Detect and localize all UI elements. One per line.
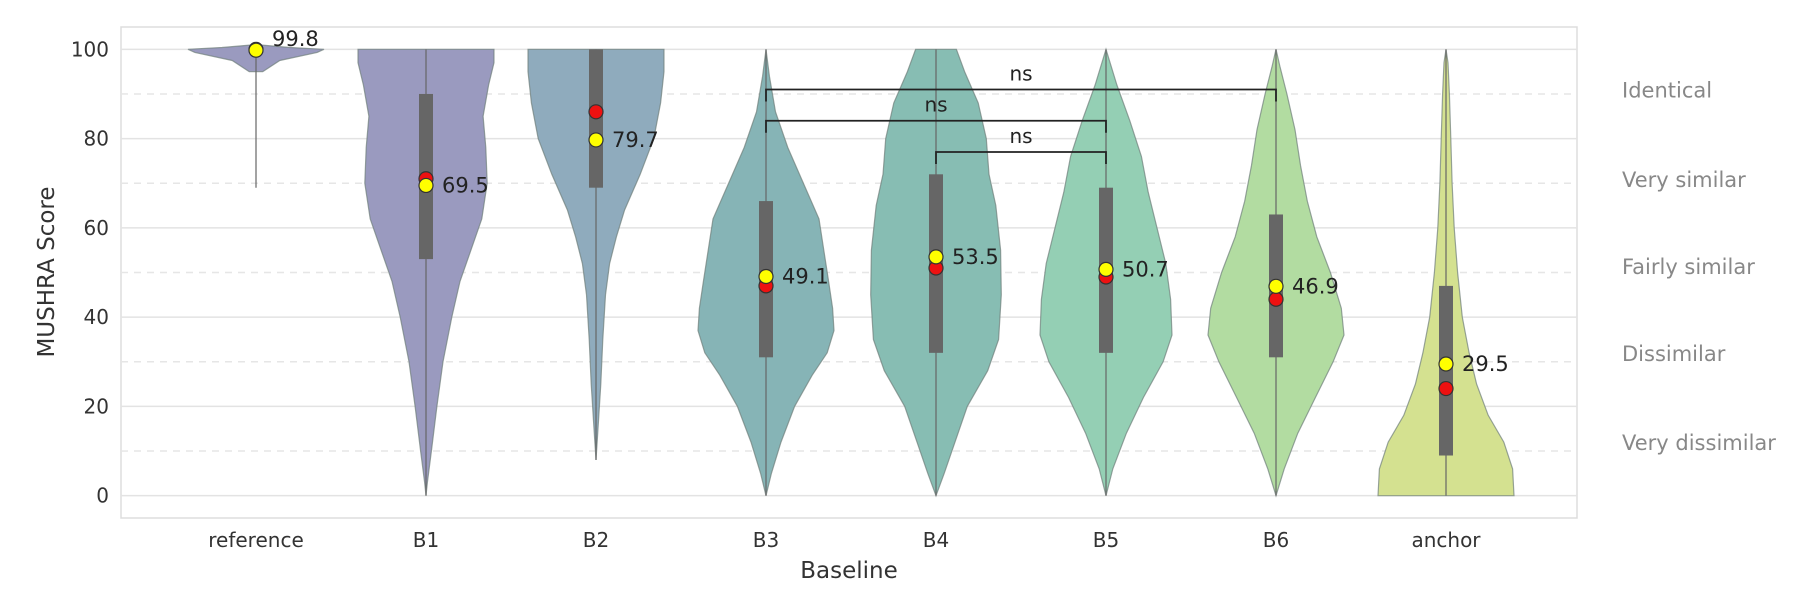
x-tick-label: reference: [208, 528, 304, 552]
y-tick-label: 60: [84, 216, 109, 240]
median-marker: [1268, 291, 1284, 307]
violin-layer: 99.8 69.5 79.7 49.1 53.5 50.7 46.9 29.5: [187, 27, 1515, 498]
quality-category-label: Fairly similar: [1622, 255, 1755, 279]
mean-marker: [248, 42, 264, 58]
x-tick-label: B3: [753, 528, 779, 552]
y-tick-label: 100: [71, 37, 109, 61]
x-tick-label: B5: [1093, 528, 1119, 552]
mean-marker: [1098, 261, 1114, 277]
y-tick-label: 0: [96, 484, 109, 508]
quality-category-label: Dissimilar: [1622, 342, 1726, 366]
x-tick-label: B6: [1263, 528, 1289, 552]
quality-category-label: Very similar: [1622, 168, 1746, 192]
mean-value-label: 79.7: [612, 128, 659, 152]
mean-value-label: 29.5: [1462, 352, 1509, 376]
y-tick-label: 80: [84, 127, 109, 151]
mean-marker: [588, 132, 604, 148]
y-tick-label: 40: [84, 305, 109, 329]
mean-value-label: 53.5: [952, 245, 999, 269]
significance-bracket: [765, 88, 1277, 102]
significance-bracket: [935, 151, 1107, 164]
x-axis-title: Baseline: [800, 558, 898, 584]
y-tick-label: 20: [84, 394, 109, 418]
mean-value-label: 49.1: [782, 265, 829, 289]
mean-marker: [418, 177, 434, 194]
significance-bracket: [765, 119, 1107, 133]
significance-label: ns: [1009, 61, 1032, 85]
mean-marker: [758, 268, 774, 285]
mean-value-label: 99.8: [272, 27, 319, 51]
mean-marker: [928, 249, 944, 265]
y-axis-title: MUSHRA Score: [34, 186, 60, 357]
grid-layer: 0 20 40 60 80 100: [71, 37, 1577, 508]
mean-value-label: 46.9: [1292, 274, 1339, 298]
significance-label: ns: [924, 93, 947, 117]
x-tick-label: B4: [923, 528, 949, 552]
x-tick-label: B2: [583, 528, 609, 552]
x-tick-label: anchor: [1411, 528, 1481, 552]
quality-category-label: Very dissimilar: [1622, 431, 1776, 455]
mean-value-label: 50.7: [1122, 257, 1169, 281]
quality-category-label: Identical: [1622, 78, 1712, 102]
median-marker: [1438, 380, 1454, 397]
mean-value-label: 69.5: [442, 173, 489, 197]
x-tick-label: B1: [413, 528, 439, 552]
significance-label: ns: [1009, 124, 1032, 148]
label-layer: reference B1 B2 B3 B4 B5 B6 anchor Identical Very…: [208, 78, 1776, 552]
mean-marker: [1268, 278, 1284, 294]
mean-marker: [1438, 356, 1454, 372]
median-marker: [588, 104, 604, 120]
significance-layer: ns ns ns: [765, 61, 1277, 164]
